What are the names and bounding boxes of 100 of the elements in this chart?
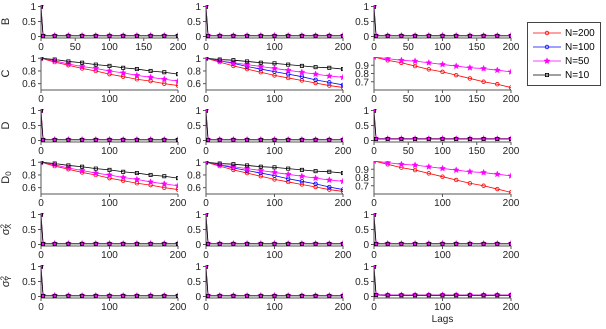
x-tick-label: 200 <box>502 94 520 106</box>
y-tick-label: 0.5 <box>355 121 370 132</box>
x-tick-label: 200 <box>502 42 520 54</box>
y-tick-label: 0.6 <box>22 183 36 194</box>
x-tick-label: 100 <box>266 198 284 210</box>
y-tick-label: 0.8 <box>187 170 202 182</box>
x-tick-label: 100 <box>266 302 284 314</box>
x-tick-label: 200 <box>502 198 520 210</box>
x-tick-label: 200 <box>170 146 187 158</box>
y-tick-label: 0.5 <box>22 225 36 236</box>
legend-label: N=100 <box>565 42 595 52</box>
y-tick-label: 0.5 <box>187 121 202 132</box>
x-tick-label: 100 <box>266 146 284 158</box>
x-tick-label: 0 <box>38 42 44 54</box>
x-tick-label: 200 <box>502 302 520 314</box>
x-tick-label: 50 <box>70 42 82 54</box>
y-tick-label: 0 <box>195 292 202 304</box>
x-tick-label: 100 <box>434 42 452 54</box>
y-tick-label: 0 <box>195 32 202 44</box>
x-tick-label: 100 <box>434 146 452 158</box>
y-tick-label: 1 <box>363 106 370 118</box>
x-tick-label: 0 <box>203 94 210 106</box>
y-tick-label: 0.5 <box>22 17 36 28</box>
x-tick-label: 150 <box>135 42 153 54</box>
x-tick-label: 150 <box>468 42 486 54</box>
x-tick-label: 100 <box>101 198 118 210</box>
y-tick-label: 1 <box>363 210 370 222</box>
y-tick-label: 1 <box>363 262 370 274</box>
x-tick-label: 100 <box>101 42 118 54</box>
x-tick-label: 0 <box>371 198 378 210</box>
x-tick-label: 100 <box>101 94 118 106</box>
y-tick-label: 1 <box>30 262 36 274</box>
legend-label: N=50 <box>565 56 590 66</box>
y-tick-label: 0.8 <box>22 170 36 182</box>
y-tick-label: 1 <box>195 158 202 169</box>
x-tick-label: 200 <box>170 42 187 54</box>
x-tick-label: 200 <box>170 302 187 314</box>
y-tick-label: 1 <box>30 158 36 169</box>
y-tick-label: 0 <box>195 240 202 252</box>
y-tick-label: 0 <box>30 292 36 304</box>
x-tick-label: 200 <box>502 250 520 262</box>
x-tick-label: 50 <box>402 42 414 54</box>
y-tick-label: 1 <box>363 2 370 14</box>
x-tick-label: 100 <box>434 302 452 314</box>
x-tick-label: 50 <box>402 94 414 106</box>
y-tick-label: 0.5 <box>355 277 370 288</box>
x-tick-label: 0 <box>371 146 378 158</box>
y-tick-label: 0 <box>363 136 370 148</box>
x-tick-label: 100 <box>101 302 118 314</box>
y-axis-title: B <box>0 18 12 26</box>
y-tick-label: 0 <box>30 240 36 252</box>
x-tick-label: 200 <box>334 250 352 262</box>
y-tick-label: 0.5 <box>22 277 36 288</box>
x-tick-label: 0 <box>38 302 44 314</box>
y-tick-label: 0.5 <box>187 277 202 288</box>
x-tick-label: 0 <box>203 302 210 314</box>
x-tick-label: 200 <box>170 198 187 210</box>
x-tick-label: 0 <box>38 198 44 210</box>
y-tick-label: 0.5 <box>22 121 36 132</box>
x-tick-label: 100 <box>101 146 118 158</box>
y-tick-label: 0 <box>30 136 36 148</box>
x-tick-label: 200 <box>334 42 352 54</box>
x-tick-label: 200 <box>334 94 352 106</box>
x-tick-label: 100 <box>266 250 284 262</box>
y-tick-label: 0.5 <box>187 17 202 28</box>
x-axis-title: Lags <box>432 314 454 325</box>
y-tick-label: 0.5 <box>355 17 370 28</box>
y-tick-label: 0 <box>363 240 370 252</box>
x-tick-label: 200 <box>334 198 352 210</box>
y-tick-label: 0.8 <box>22 66 36 78</box>
y-tick-label: 1 <box>30 2 36 14</box>
y-tick-label: 1 <box>195 210 202 222</box>
x-tick-label: 0 <box>371 250 378 262</box>
x-tick-label: 150 <box>468 94 486 106</box>
y-tick-label: 0.8 <box>187 66 202 78</box>
x-tick-label: 0 <box>203 146 210 158</box>
y-tick-label: 0.6 <box>187 79 202 90</box>
x-tick-label: 0 <box>203 198 210 210</box>
x-tick-label: 200 <box>170 250 187 262</box>
y-tick-label: 1 <box>30 106 36 118</box>
y-tick-label: 0.6 <box>187 183 202 194</box>
x-tick-label: 50 <box>402 146 414 158</box>
y-tick-label: 0.7 <box>355 77 370 88</box>
y-tick-label: 1 <box>30 54 36 65</box>
y-tick-label: 1 <box>195 106 202 118</box>
y-tick-label: 0.5 <box>187 225 202 236</box>
y-tick-label: 0 <box>195 136 202 148</box>
x-tick-label: 200 <box>170 94 187 106</box>
x-tick-label: 0 <box>371 42 378 54</box>
x-tick-label: 100 <box>434 198 452 210</box>
legend-label: N=200 <box>565 28 595 38</box>
x-tick-label: 0 <box>371 302 378 314</box>
x-tick-label: 0 <box>203 42 210 54</box>
y-tick-label: 0 <box>363 292 370 304</box>
x-tick-label: 0 <box>38 146 44 158</box>
y-tick-label: 1 <box>30 210 36 222</box>
y-tick-label: 0.5 <box>355 225 370 236</box>
y-tick-label: 0.7 <box>355 181 370 192</box>
x-tick-label: 150 <box>468 146 486 158</box>
x-tick-label: 100 <box>266 42 284 54</box>
